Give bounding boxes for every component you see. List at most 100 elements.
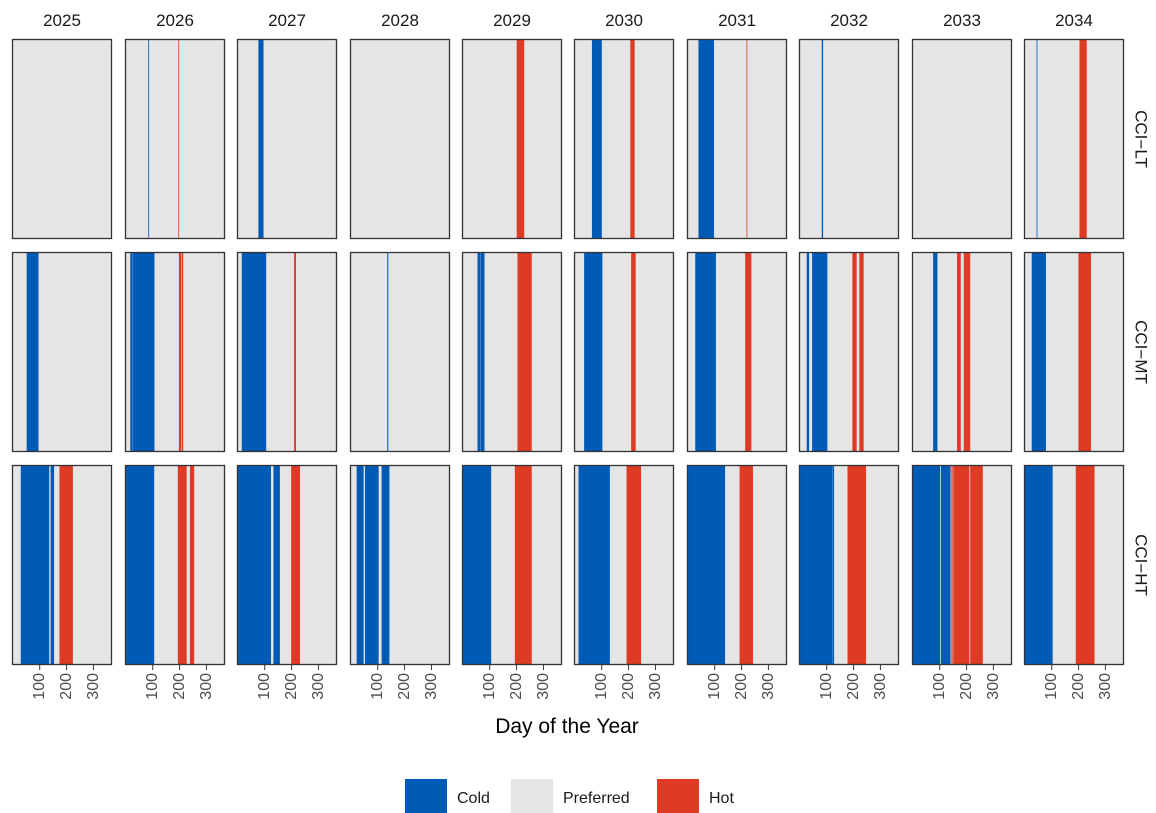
legend: Cold Preferred Hot bbox=[405, 779, 734, 813]
hot-band bbox=[517, 253, 532, 451]
row-strip-labels: CCI−LT CCI−MT CCI−HT bbox=[1132, 110, 1151, 596]
panel-border bbox=[911, 38, 1013, 240]
panel-border bbox=[236, 251, 338, 453]
cold-band bbox=[821, 40, 824, 238]
panel-border bbox=[349, 38, 451, 240]
x-tick-label: 100 bbox=[931, 673, 948, 700]
panel-cci-mt-2032 bbox=[798, 251, 900, 453]
cold-band bbox=[913, 466, 941, 664]
row-label: CCI−MT bbox=[1132, 320, 1151, 384]
x-tick-label: 300 bbox=[85, 673, 102, 700]
year-label: 2031 bbox=[718, 11, 756, 30]
x-tick-label: 300 bbox=[1097, 673, 1114, 700]
hot-band bbox=[1078, 253, 1092, 451]
x-tick-label: 200 bbox=[620, 673, 637, 700]
x-tick-label: 100 bbox=[369, 673, 386, 700]
year-label: 2026 bbox=[156, 11, 194, 30]
cold-band bbox=[940, 466, 951, 664]
hot-band bbox=[189, 466, 195, 664]
panel-cci-lt-2028 bbox=[349, 38, 451, 240]
x-tick-label: 300 bbox=[535, 673, 552, 700]
cold-band bbox=[698, 40, 715, 238]
hot-band bbox=[963, 253, 971, 451]
panel-cci-mt-2030 bbox=[573, 251, 675, 453]
hot-band bbox=[178, 40, 180, 238]
hot-band bbox=[177, 466, 187, 664]
panel-cci-lt-2027 bbox=[236, 38, 338, 240]
hot-band bbox=[1079, 40, 1087, 238]
panel-cci-ht-2033 bbox=[911, 464, 1013, 666]
panel-cci-lt-2032 bbox=[798, 38, 900, 240]
panel-border bbox=[798, 464, 900, 666]
x-tick-label: 300 bbox=[985, 673, 1002, 700]
hot-band bbox=[59, 466, 73, 664]
panel-cci-ht-2031 bbox=[686, 464, 788, 666]
panel-border bbox=[11, 464, 113, 666]
panel-cci-mt-2033 bbox=[911, 251, 1013, 453]
panel-background bbox=[462, 252, 562, 452]
hot-band bbox=[847, 466, 867, 664]
cold-band bbox=[50, 466, 55, 664]
panel-cci-lt-2030 bbox=[573, 38, 675, 240]
legend-label-cold: Cold bbox=[457, 790, 490, 807]
cold-band bbox=[591, 40, 602, 238]
panel-cci-lt-2026 bbox=[124, 38, 226, 240]
panel-cci-ht-2028 bbox=[349, 464, 451, 666]
cold-band bbox=[130, 253, 133, 451]
hot-band bbox=[626, 466, 642, 664]
hot-band bbox=[181, 253, 184, 451]
panel-border bbox=[573, 251, 675, 453]
x-tick-label: 300 bbox=[198, 673, 215, 700]
panel-cci-mt-2026 bbox=[124, 251, 226, 453]
year-strip-labels: 2025 2026 2027 2028 2029 2030 2031 2032 2033 2034 bbox=[43, 11, 1093, 30]
cold-band bbox=[800, 466, 833, 664]
hot-band bbox=[859, 253, 864, 451]
panel-cci-mt-2034 bbox=[1023, 251, 1125, 453]
panel-cci-ht-2027 bbox=[236, 464, 338, 666]
cold-band bbox=[688, 466, 726, 664]
x-tick-label: 100 bbox=[256, 673, 273, 700]
panel-background bbox=[12, 39, 112, 239]
x-tick-label: 100 bbox=[31, 673, 48, 700]
panel-border bbox=[236, 38, 338, 240]
panel-cci-ht-2026 bbox=[124, 464, 226, 666]
hot-band bbox=[294, 253, 296, 451]
x-tick-label: 100 bbox=[706, 673, 723, 700]
panel-background bbox=[574, 39, 674, 239]
panel-border bbox=[349, 464, 451, 666]
x-tick-label: 300 bbox=[423, 673, 440, 700]
hot-band bbox=[970, 466, 983, 664]
panel-border bbox=[124, 251, 226, 453]
cold-band bbox=[806, 253, 810, 451]
panel-cci-ht-2025 bbox=[11, 464, 113, 666]
year-label: 2028 bbox=[381, 11, 419, 30]
x-tick-label: 200 bbox=[171, 673, 188, 700]
x-tick-label: 300 bbox=[872, 673, 889, 700]
x-tick-label: 100 bbox=[593, 673, 610, 700]
panel-background bbox=[912, 252, 1012, 452]
panel-background bbox=[237, 39, 337, 239]
panel-cci-mt-2031 bbox=[686, 251, 788, 453]
cold-band bbox=[241, 253, 267, 451]
panel-border bbox=[911, 251, 1013, 453]
panel-cci-ht-2029 bbox=[461, 464, 563, 666]
panel-border bbox=[11, 38, 113, 240]
panel-cci-lt-2034 bbox=[1023, 38, 1125, 240]
x-tick-label: 200 bbox=[508, 673, 525, 700]
panel-cci-ht-2030 bbox=[573, 464, 675, 666]
legend-key-preferred bbox=[511, 779, 553, 813]
panel-background bbox=[912, 39, 1012, 239]
cold-band bbox=[356, 466, 364, 664]
cold-band bbox=[933, 253, 938, 451]
panel-cci-lt-2031 bbox=[686, 38, 788, 240]
panel-border bbox=[686, 251, 788, 453]
cold-band bbox=[273, 466, 280, 664]
cold-band bbox=[695, 253, 716, 451]
panel-background bbox=[799, 39, 899, 239]
panel-border bbox=[124, 464, 226, 666]
panel-cci-mt-2025 bbox=[11, 251, 113, 453]
cold-band bbox=[364, 466, 379, 664]
hot-band bbox=[957, 253, 961, 451]
panel-cci-mt-2029 bbox=[461, 251, 563, 453]
